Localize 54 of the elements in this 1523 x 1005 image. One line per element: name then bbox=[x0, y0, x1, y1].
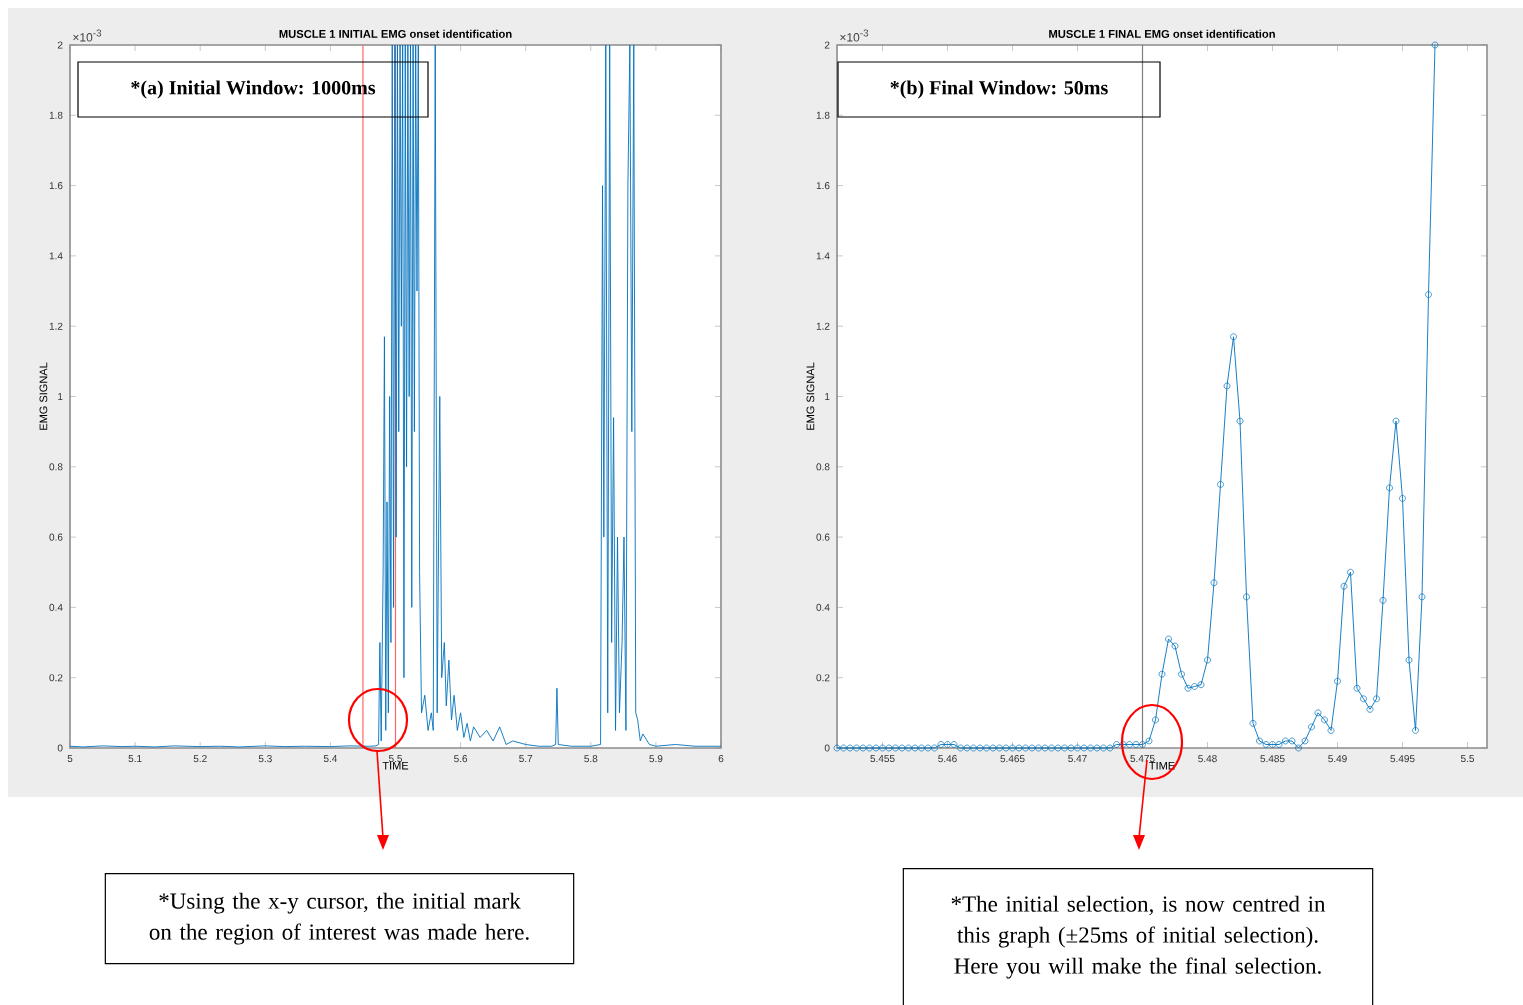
y-tick-label: 1.4 bbox=[49, 252, 63, 260]
y-axis-title: EMG SIGNAL bbox=[806, 362, 815, 430]
y-tick-label: 0 bbox=[57, 744, 63, 752]
x-tick-label: 5.2 bbox=[193, 755, 207, 763]
x-tick-label: 5.485 bbox=[1260, 755, 1285, 763]
x-tick-label: 5.47 bbox=[1068, 755, 1087, 763]
y-tick-label: 1.6 bbox=[816, 182, 830, 190]
x-tick-label: 5 bbox=[67, 755, 73, 763]
y-tick-label: 1 bbox=[825, 393, 830, 400]
x-tick-label: 5.5 bbox=[388, 755, 403, 763]
y-tick-label: 1.6 bbox=[49, 182, 63, 190]
y-tick-label: 0.8 bbox=[816, 463, 830, 471]
x-tick-label: 5.48 bbox=[1198, 755, 1217, 763]
x-tick-label: 5.465 bbox=[1000, 755, 1025, 763]
text: ×10$^{-3}$ bbox=[73, 29, 102, 42]
y-tick-label: 2 bbox=[57, 41, 63, 49]
y-tick-label: 0.8 bbox=[49, 463, 63, 471]
text: *Using the x-y cursor, the initial mark on the region of interest was made here. bbox=[149, 892, 529, 945]
y-tick-label: 0.2 bbox=[49, 674, 63, 682]
y-tick-label: 0.6 bbox=[816, 533, 830, 541]
x-tick-label: 5.46 bbox=[938, 755, 957, 763]
y-tick-label: 1.2 bbox=[816, 322, 830, 330]
y-axis-title: EMG SIGNAL bbox=[39, 362, 48, 430]
text: *The initial selection, is now centred in this graph (±25ms of initial selection). Here you will make the final selection. bbox=[951, 895, 1326, 979]
text: ×10$^{-3}$ bbox=[840, 29, 869, 42]
x-tick-label: 6 bbox=[718, 755, 724, 763]
y-tick-label: 1 bbox=[58, 393, 63, 400]
y-tick-label: 0.4 bbox=[49, 603, 63, 611]
x-tick-label: 5.455 bbox=[870, 755, 895, 763]
x-tick-label: 5.1 bbox=[128, 755, 142, 763]
y-tick-label: 0.2 bbox=[816, 674, 830, 682]
y-tick-label: 1.2 bbox=[49, 322, 63, 330]
x-tick-label: 5.4 bbox=[323, 755, 338, 763]
x-tick-label: 5.3 bbox=[258, 755, 272, 763]
y-tick-label: 1.8 bbox=[49, 111, 63, 119]
x-tick-label: 5.5 bbox=[1460, 755, 1475, 763]
x-tick-label: 5.7 bbox=[519, 755, 533, 763]
chart-title: MUSCLE 1 FINAL EMG onset identification bbox=[1049, 29, 1275, 38]
annotation: *(a) Initial Window: 1000ms bbox=[131, 80, 376, 99]
x-axis-title: TIME bbox=[382, 761, 409, 770]
x-tick-label: 5.475 bbox=[1130, 755, 1155, 763]
x-tick-label: 5.495 bbox=[1390, 755, 1415, 763]
annotation: *(b) Final Window: 50ms bbox=[890, 80, 1108, 99]
x-tick-label: 5.6 bbox=[454, 755, 468, 763]
y-tick-label: 0 bbox=[824, 744, 830, 752]
x-tick-label: 5.9 bbox=[649, 755, 663, 763]
chart-title: MUSCLE 1 INITIAL EMG onset identification bbox=[279, 29, 512, 38]
x-tick-label: 5.8 bbox=[584, 755, 598, 763]
y-tick-label: 2 bbox=[824, 41, 830, 49]
y-tick-label: 1.4 bbox=[816, 252, 830, 260]
y-tick-label: 0.6 bbox=[49, 533, 63, 541]
y-tick-label: 1.8 bbox=[816, 111, 830, 119]
y-tick-label: 0.4 bbox=[816, 603, 830, 611]
x-tick-label: 5.49 bbox=[1328, 755, 1347, 763]
